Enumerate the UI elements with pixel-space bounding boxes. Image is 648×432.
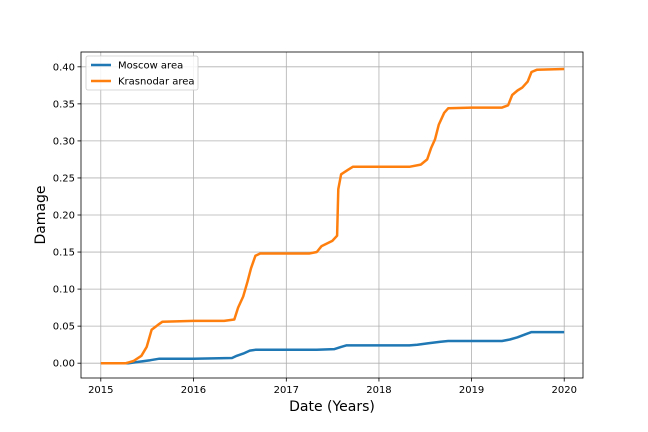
series-line-krasnodar-area [100,67,565,365]
legend-box [85,55,199,91]
x-tick-label: 2017 [274,385,299,396]
y-tick-label: 0.05 [53,322,75,333]
y-tick-label: 0.20 [53,211,75,222]
x-tick-label: 2018 [366,385,391,396]
y-tick-label: 0.15 [53,248,75,259]
y-tick-label: 0.40 [53,62,75,73]
legend: Moscow area Krasnodar area [85,55,199,91]
x-tick-label: 2016 [181,385,206,396]
y-tick-label: 0.00 [53,359,75,370]
legend-label-moscow-area: Moscow area [118,61,183,72]
legend-label-krasnodar-area: Krasnodar area [118,77,195,88]
x-tick-label: 2019 [459,385,484,396]
y-axis-label: Damage [33,185,49,244]
x-axis-label: Date (Years) [289,399,375,415]
y-tick-label: 0.35 [53,99,75,110]
y-tick-label: 0.30 [53,136,75,147]
plot-lines [100,67,565,365]
series-line-moscow-area [100,330,565,365]
y-axis: 0.00 0.05 0.10 0.15 0.20 0.25 0.30 0.35 0.40 [53,62,81,370]
grid [81,52,583,378]
y-tick-label: 0.10 [53,285,75,296]
x-axis: 2015 2016 2017 2018 2019 2020 [88,378,577,396]
y-tick-label: 0.25 [53,173,75,184]
x-tick-label: 2020 [551,385,576,396]
x-tick-label: 2015 [88,385,113,396]
